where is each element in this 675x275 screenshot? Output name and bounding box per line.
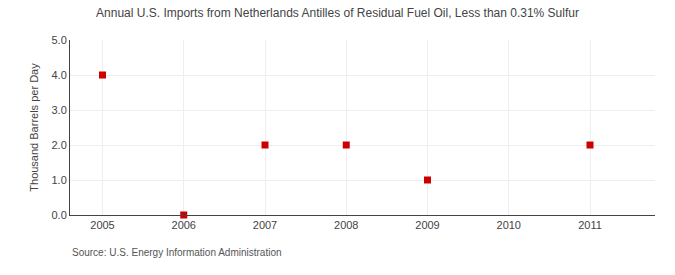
svg-text:1.0: 1.0 (52, 174, 67, 186)
svg-text:Thousand Barrels per Day: Thousand Barrels per Day (28, 63, 40, 192)
svg-text:2.0: 2.0 (52, 139, 67, 151)
svg-text:2007: 2007 (253, 219, 277, 231)
svg-text:Source: U.S. Energy Informatio: Source: U.S. Energy Information Administ… (72, 247, 282, 258)
svg-text:2011: 2011 (578, 219, 602, 231)
svg-text:2006: 2006 (172, 219, 196, 231)
svg-text:4.0: 4.0 (52, 69, 67, 81)
svg-text:0.0: 0.0 (52, 209, 67, 221)
svg-text:2008: 2008 (334, 219, 358, 231)
svg-text:3.0: 3.0 (52, 104, 67, 116)
svg-text:Annual U.S. Imports from Nethe: Annual U.S. Imports from Netherlands Ant… (96, 6, 579, 20)
svg-text:2009: 2009 (415, 219, 439, 231)
svg-text:2005: 2005 (90, 219, 114, 231)
svg-text:2010: 2010 (497, 219, 521, 231)
svg-text:5.0: 5.0 (52, 34, 67, 46)
